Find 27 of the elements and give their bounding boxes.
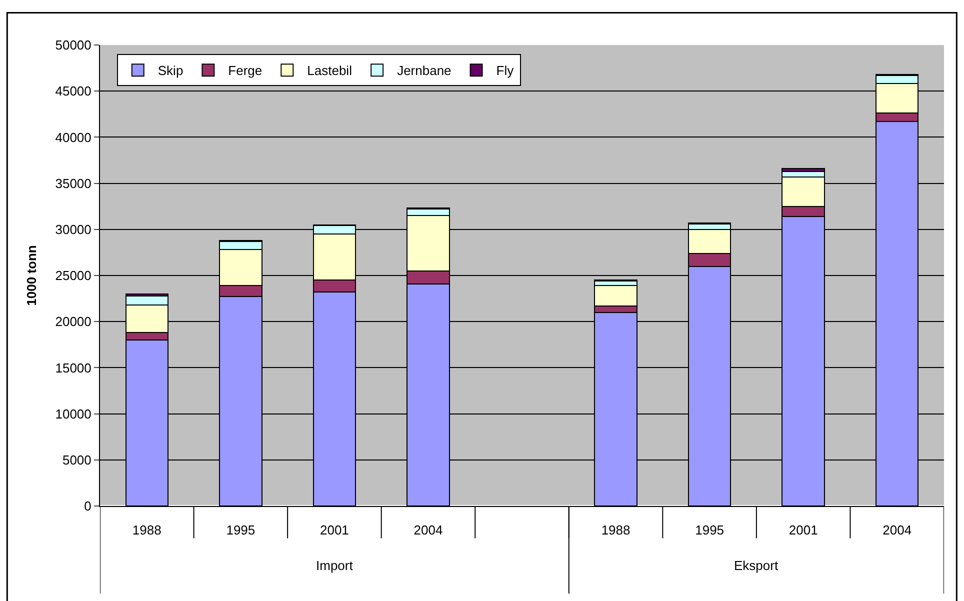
y-tick-label: 40000	[55, 130, 92, 145]
y-tick-label: 35000	[55, 176, 92, 191]
y-tick-label: 25000	[55, 268, 92, 284]
y-tick-label: 50000	[55, 38, 92, 53]
legend-label: Fly	[496, 63, 514, 78]
x-tick-label: 1995	[695, 522, 724, 538]
x-tick-label: 1988	[132, 522, 162, 538]
y-tick-label: 30000	[55, 222, 92, 237]
x-tick-label: 1995	[226, 522, 256, 538]
x-tick-label: 1988	[601, 522, 630, 538]
x-tick-label: 2004	[882, 522, 912, 538]
y-axis-title: 1000 tonn	[24, 245, 40, 306]
y-tick-label: 15000	[55, 360, 92, 376]
legend-label: Skip	[158, 63, 184, 78]
x-tick-label: 2001	[788, 522, 818, 538]
x-tick-label: 2004	[414, 522, 443, 538]
legend-label: Lastebil	[307, 63, 352, 78]
y-tick-label: 20000	[55, 314, 92, 330]
legend-label: Jernbane	[397, 63, 452, 78]
text: Eksport	[734, 558, 778, 573]
legend-label: Ferge	[228, 63, 262, 78]
x-tick-label: 2001	[320, 522, 349, 538]
y-tick-label: 5000	[62, 452, 92, 468]
y-tick-label: 0	[84, 498, 92, 514]
y-tick-label: 45000	[55, 84, 92, 99]
text: Import	[316, 558, 354, 573]
y-tick-label: 10000	[55, 406, 92, 422]
